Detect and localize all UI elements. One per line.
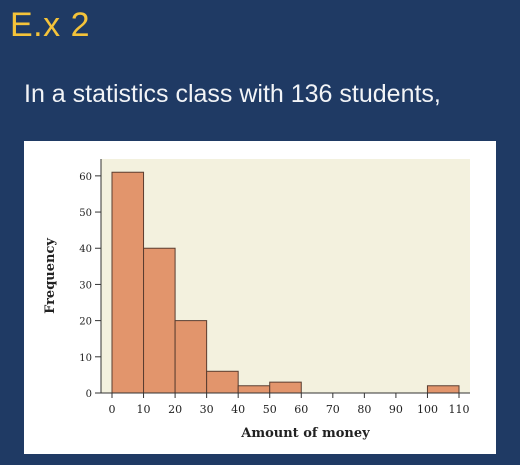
histogram-bar-50-60 xyxy=(269,381,302,394)
y-tick-label: 10 xyxy=(79,353,92,364)
y-tick-label: 20 xyxy=(79,317,92,328)
x-tick-label: 70 xyxy=(326,403,340,416)
x-tick-label: 10 xyxy=(137,403,151,416)
histogram-bar-20-30 xyxy=(174,320,208,394)
x-tick-label: 20 xyxy=(168,403,182,416)
x-tick-label: 50 xyxy=(263,403,277,416)
histogram-bar-10-20 xyxy=(143,247,176,394)
x-tick-label: 80 xyxy=(357,403,371,416)
x-tick-label: 90 xyxy=(389,403,403,416)
y-tick-label: 40 xyxy=(79,244,92,255)
x-tick-label: 110 xyxy=(449,403,470,416)
slide-subtitle: In a statistics class with 136 students, xyxy=(24,80,441,108)
x-tick-label: 100 xyxy=(417,403,438,416)
y-tick-label: 0 xyxy=(86,389,92,400)
y-axis-label: Frequency xyxy=(43,238,58,314)
histogram-figure: 0 10 20 30 40 50 60 0 10 20 30 40 50 60 70 80 90 100 110 A… xyxy=(24,141,496,454)
histogram-chart: 0 10 20 30 40 50 60 0 10 20 30 40 50 60 70 80 90 100 110 A… xyxy=(43,159,470,441)
slide-title: E.x 2 xyxy=(10,6,90,44)
histogram-bar-40-50 xyxy=(237,385,271,394)
x-tick-label: 0 xyxy=(109,403,116,416)
histogram-bar-0-10 xyxy=(111,171,145,394)
y-tick-label: 50 xyxy=(79,208,92,219)
y-tick-label: 30 xyxy=(79,280,92,291)
x-tick-label: 40 xyxy=(231,403,245,416)
histogram-bar-30-40 xyxy=(206,370,239,394)
y-tick-label: 60 xyxy=(79,172,92,183)
x-axis-label: Amount of money xyxy=(240,426,370,441)
x-tick-label: 30 xyxy=(200,403,214,416)
x-tick-label: 60 xyxy=(294,403,308,416)
histogram-bar-100-110 xyxy=(426,385,460,394)
